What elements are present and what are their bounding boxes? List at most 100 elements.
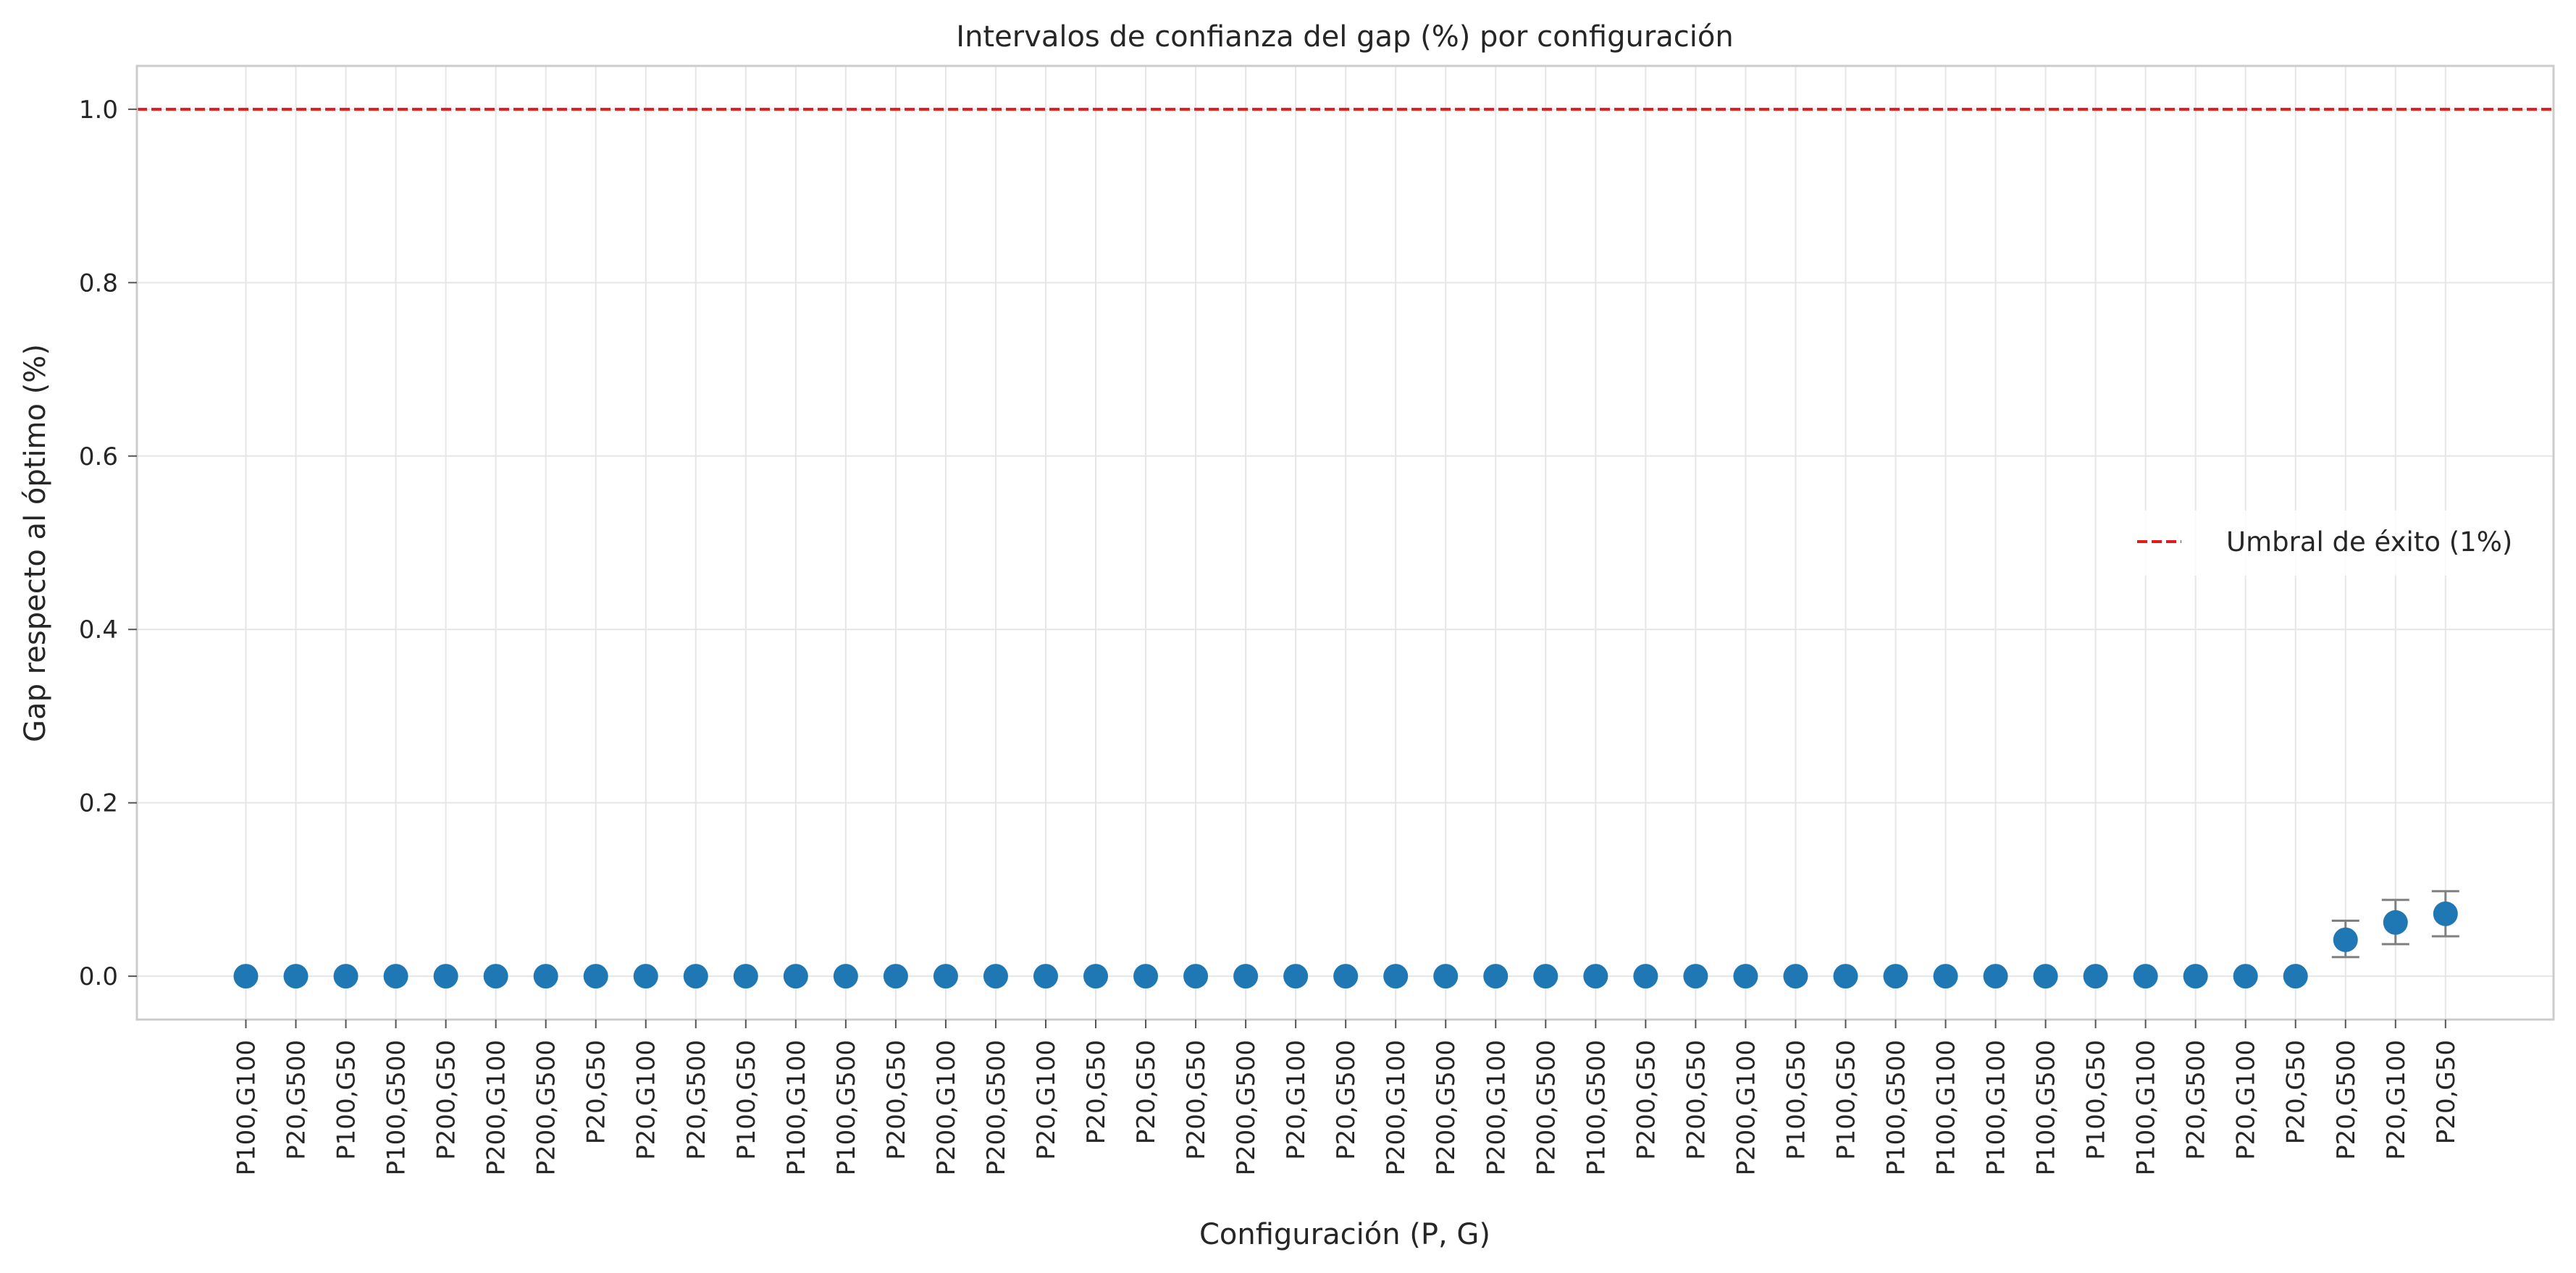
data-point <box>2133 964 2158 989</box>
y-axis-label: Gap respecto al óptimo (%) <box>19 344 52 742</box>
data-point <box>2333 927 2358 952</box>
x-tick-label: P200,G500 <box>1232 1040 1261 1175</box>
x-tick-label: P200,G100 <box>482 1040 511 1175</box>
x-tick-label: P200,G500 <box>532 1040 561 1175</box>
x-tick-label: P20,G50 <box>2282 1040 2311 1144</box>
x-tick-label: P100,G500 <box>832 1040 861 1175</box>
data-point <box>483 964 508 989</box>
y-tick-label: 1.0 <box>79 96 118 125</box>
x-tick-label: P20,G100 <box>632 1040 661 1160</box>
data-point <box>1333 964 1359 989</box>
x-tick-label: P100,G100 <box>1932 1040 1961 1175</box>
data-point <box>883 964 908 989</box>
x-tick-label: P200,G100 <box>932 1040 961 1175</box>
data-point <box>2183 964 2208 989</box>
data-point <box>2383 909 2408 935</box>
data-point <box>783 964 808 989</box>
x-tick-label: P200,G50 <box>882 1040 911 1160</box>
legend: Umbral de éxito (1%) <box>2122 511 2538 576</box>
data-point <box>1183 964 1209 989</box>
x-tick-label: P100,G50 <box>332 1040 361 1160</box>
data-point <box>1083 964 1109 989</box>
data-point <box>383 964 408 989</box>
data-point <box>1283 964 1309 989</box>
x-tick-label: P100,G100 <box>1982 1040 2011 1175</box>
data-point <box>1933 964 1958 989</box>
data-point <box>583 964 608 989</box>
data-point <box>933 964 958 989</box>
data-point <box>983 964 1008 989</box>
x-tick-label: P200,G500 <box>1432 1040 1461 1175</box>
x-tick-label: P200,G50 <box>1632 1040 1661 1160</box>
x-tick-label: P100,G100 <box>2132 1040 2161 1175</box>
x-tick-label: P20,G500 <box>1332 1040 1361 1160</box>
legend-label-threshold: Umbral de éxito (1%) <box>2226 526 2512 558</box>
chart-title: Intervalos de confianza del gap (%) por … <box>956 20 1733 54</box>
data-point <box>1633 964 1658 989</box>
data-point <box>283 964 309 989</box>
x-tick-label: P200,G100 <box>1482 1040 1511 1175</box>
data-point <box>733 964 758 989</box>
y-tick-label: 0.4 <box>79 616 118 644</box>
x-tick-label: P20,G100 <box>1032 1040 1061 1160</box>
data-point <box>233 964 259 989</box>
data-point <box>2233 964 2258 989</box>
data-point <box>2433 901 2458 926</box>
x-tick-label: P20,G50 <box>582 1040 611 1144</box>
y-tick-label: 0.6 <box>79 442 118 471</box>
x-tick-label: P200,G500 <box>982 1040 1011 1175</box>
x-tick-label: P100,G500 <box>1582 1040 1611 1175</box>
data-point <box>1383 964 1409 989</box>
x-tick-label: P20,G500 <box>282 1040 311 1160</box>
data-point <box>1533 964 1558 989</box>
x-tick-label: P20,G50 <box>1132 1040 1161 1144</box>
x-tick-label: P20,G50 <box>1082 1040 1111 1144</box>
x-tick-label: P100,G500 <box>1881 1040 1910 1175</box>
data-point <box>1233 964 1259 989</box>
data-point <box>533 964 558 989</box>
data-point <box>2283 964 2308 989</box>
y-tick-label: 0.0 <box>79 962 118 991</box>
x-tick-label: P200,G50 <box>432 1040 461 1160</box>
data-point <box>833 964 858 989</box>
x-tick-label: P200,G50 <box>1682 1040 1711 1160</box>
data-point <box>1683 964 1708 989</box>
x-tick-label: P100,G100 <box>232 1040 261 1175</box>
data-point <box>633 964 658 989</box>
x-tick-label: P100,G500 <box>382 1040 411 1175</box>
x-tick-label: P100,G500 <box>2032 1040 2061 1175</box>
x-tick-label: P100,G50 <box>2082 1040 2111 1160</box>
x-tick-label: P200,G50 <box>1182 1040 1211 1160</box>
data-point <box>2033 964 2058 989</box>
data-point <box>1833 964 1858 989</box>
x-tick-label: P200,G100 <box>1732 1040 1761 1175</box>
points <box>233 901 2458 989</box>
x-tick-label: P100,G50 <box>1832 1040 1860 1160</box>
y-tick-label: 0.2 <box>79 789 118 818</box>
x-axis-label: Configuración (P, G) <box>1199 1218 1490 1251</box>
data-point <box>1733 964 1758 989</box>
grid <box>137 66 2554 1020</box>
data-point <box>2083 964 2108 989</box>
data-point <box>1983 964 2008 989</box>
data-point <box>1033 964 1058 989</box>
x-tick-label: P200,G100 <box>1382 1040 1411 1175</box>
data-point <box>1883 964 1908 989</box>
x-tick-label: P100,G50 <box>732 1040 761 1160</box>
x-tick-label: P20,G100 <box>2232 1040 2261 1160</box>
data-point <box>1433 964 1459 989</box>
x-tick-label: P20,G100 <box>1282 1040 1311 1160</box>
x-tick-label: P20,G50 <box>2432 1040 2461 1144</box>
y-tick-label: 0.8 <box>79 269 118 298</box>
x-tick-label: P100,G100 <box>782 1040 811 1175</box>
data-point <box>683 964 708 989</box>
data-point <box>1783 964 1808 989</box>
data-point <box>333 964 358 989</box>
x-tick-label: P200,G500 <box>1532 1040 1561 1175</box>
x-axis-ticks: P100,G100 P20,G500 P100,G50 P100,G500 P200,G… <box>232 1020 2461 1175</box>
x-tick-label: P20,G500 <box>682 1040 711 1160</box>
x-tick-label: P100,G50 <box>1782 1040 1811 1160</box>
data-point <box>1583 964 1608 989</box>
